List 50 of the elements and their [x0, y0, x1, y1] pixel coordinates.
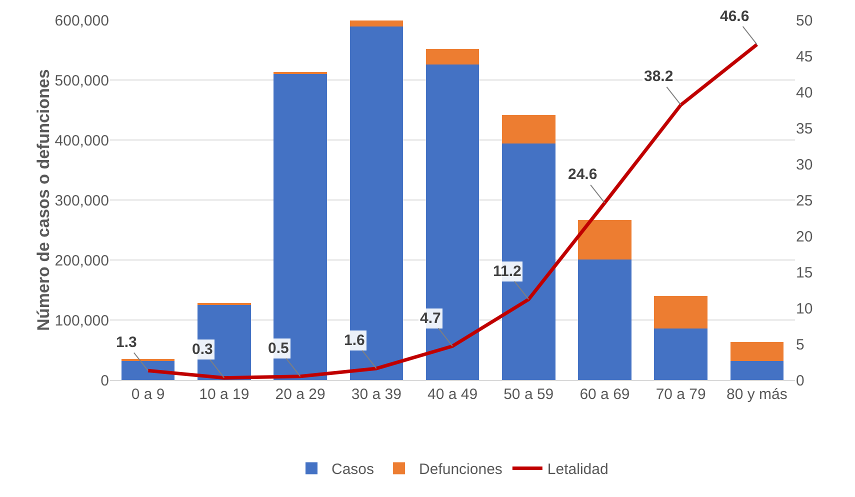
y-tick-label: 500,000	[54, 72, 109, 90]
x-tick-label: 0 a 9	[131, 386, 165, 403]
y2-tick-label: 50	[796, 12, 813, 30]
x-tick-label: 70 a 79	[656, 386, 706, 403]
bar	[502, 114, 556, 144]
y2-tick-label: 30	[796, 156, 813, 174]
data-label: 4.7	[420, 310, 441, 327]
y-axis-title: Número de casos o defunciones	[34, 69, 53, 331]
bar	[730, 360, 784, 380]
y2-tick-label: 15	[796, 264, 813, 282]
data-label: 46.6	[720, 8, 750, 25]
line-series	[146, 42, 759, 380]
data-label: 1.6	[344, 332, 365, 349]
data-label: 0.3	[192, 341, 213, 358]
data-label: 38.2	[644, 68, 674, 85]
y2-tick-label: 25	[796, 192, 813, 210]
bar	[578, 259, 632, 380]
y2-tick-label: 10	[796, 300, 813, 318]
x-tick-label: 50 a 59	[504, 386, 554, 403]
y-tick-label: 400,000	[54, 132, 109, 150]
y-tick-label: 600,000	[54, 12, 109, 30]
bar	[654, 296, 708, 328]
legend-label: Casos	[332, 461, 374, 478]
bar	[730, 342, 784, 361]
y-tick-label: 200,000	[54, 252, 109, 270]
y2-tick-label: 20	[796, 228, 813, 246]
x-tick-label: 60 a 69	[580, 386, 630, 403]
legend-label: Defunciones	[419, 461, 502, 478]
legend-label: Letalidad	[547, 461, 608, 478]
x-tick-label: 20 a 29	[275, 386, 326, 403]
y2-tick-label: 0	[796, 372, 804, 390]
y2-tick-label: 5	[796, 336, 804, 354]
y2-tick-label: 35	[796, 120, 813, 138]
y2-tick-label: 45	[796, 48, 813, 66]
y-tick-label: 300,000	[54, 192, 109, 210]
y-tick-label: 100,000	[54, 312, 109, 330]
bar	[350, 20, 404, 27]
data-label: 11.2	[493, 263, 522, 280]
bar	[426, 48, 480, 64]
data-label: 24.6	[568, 166, 598, 183]
x-tick-label: 10 a 19	[199, 386, 250, 403]
x-tick-label: 40 a 49	[427, 386, 478, 403]
data-label: 1.3	[116, 334, 137, 351]
bar	[654, 328, 708, 380]
x-tick-label: 80 y más	[726, 386, 788, 403]
bar	[578, 220, 632, 260]
data-label: 0.5	[268, 340, 289, 357]
x-tick-label: 30 a 39	[351, 386, 402, 403]
y-tick-label: 0	[100, 372, 109, 390]
y2-tick-label: 40	[796, 84, 813, 102]
